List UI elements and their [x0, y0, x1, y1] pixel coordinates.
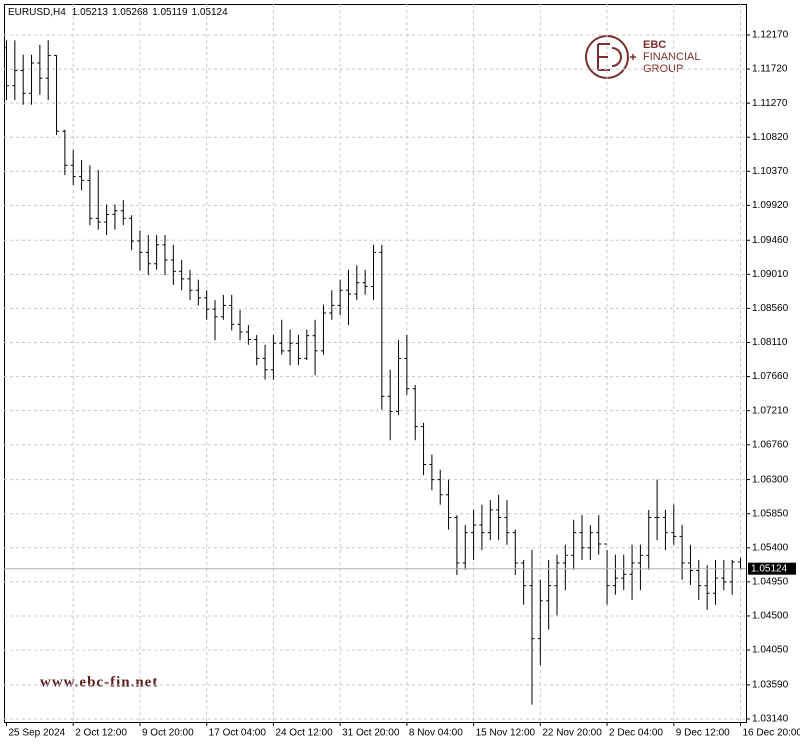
header-value: 1.05268 [112, 7, 149, 18]
x-tick-label: 9 Oct 20:00 [142, 728, 194, 739]
logo: EBC FINANCIAL GROUP [585, 35, 700, 79]
plot-frame [4, 4, 747, 723]
x-tick-label: 31 Oct 20:00 [342, 728, 400, 739]
x-tick-label: 25 Sep 2024 [9, 728, 66, 739]
price-label-box [748, 562, 796, 575]
x-tick-label: 22 Nov 20:00 [542, 728, 602, 739]
y-tick-label: 1.08560 [752, 303, 789, 314]
y-tick-label: 1.09460 [752, 235, 789, 246]
x-tick-label: 24 Oct 12:00 [275, 728, 333, 739]
header-value: 1.05124 [192, 7, 229, 18]
y-tick-label: 1.07210 [752, 405, 789, 416]
x-tick-label: 9 Dec 12:00 [676, 728, 730, 739]
y-tick-label: 1.04950 [752, 577, 789, 588]
chart-header: EURUSD,H4 1.05213 1.05268 1.05119 1.05124 [8, 7, 228, 18]
x-tick-label: 15 Nov 12:00 [476, 728, 536, 739]
header-value: EURUSD,H4 [8, 7, 66, 18]
price-label: 1.05124 [751, 563, 788, 574]
y-tick-label: 1.09010 [752, 269, 789, 280]
y-tick-label: 1.03590 [752, 680, 789, 691]
logo-text: GROUP [643, 63, 683, 75]
x-tick-label: 8 Nov 04:00 [409, 728, 463, 739]
header-value: 1.05119 [152, 7, 188, 18]
y-tick-label: 1.05400 [752, 542, 789, 553]
y-tick-label: 1.04500 [752, 611, 789, 622]
y-tick-label: 1.11270 [752, 98, 788, 109]
y-tick-label: 1.04050 [752, 645, 789, 656]
logo-text: FINANCIAL [643, 51, 700, 63]
y-tick-label: 1.05850 [752, 508, 789, 519]
header-value: 1.05213 [72, 7, 109, 18]
y-tick-label: 1.08110 [752, 337, 788, 348]
y-tick-label: 1.09920 [752, 200, 789, 211]
y-tick-label: 1.11720 [752, 64, 788, 75]
logo-plus [630, 54, 636, 60]
y-tick-label: 1.06300 [752, 474, 789, 485]
website: www.ebc-fin.net [40, 674, 158, 690]
y-tick-label: 1.10820 [752, 132, 789, 143]
y-tick-label: 1.07660 [752, 371, 789, 382]
y-tick-label: 1.12170 [752, 30, 789, 41]
x-tick-label: 16 Dec 20:00 [743, 728, 800, 739]
logo-mark [597, 43, 622, 71]
x-tick-label: 2 Dec 04:00 [609, 728, 663, 739]
y-tick-label: 1.03140 [752, 714, 789, 725]
x-tick-label: 2 Oct 12:00 [75, 728, 127, 739]
y-tick-label: 1.10370 [752, 166, 789, 177]
x-tick-label: 17 Oct 04:00 [209, 728, 267, 739]
logo-text: EBC [643, 39, 666, 51]
y-tick-label: 1.06760 [752, 439, 789, 450]
